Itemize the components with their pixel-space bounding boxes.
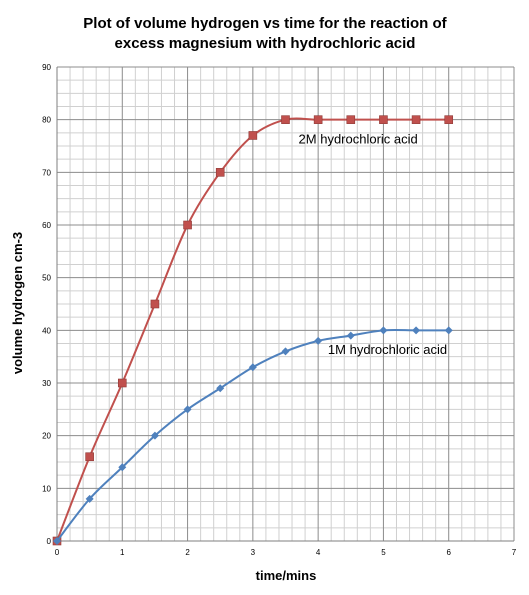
data-point-square [444,115,454,124]
data-point-diamond [379,326,388,335]
x-tick-labels: 0 1 2 3 4 5 6 7 [55,548,517,557]
chart-title: Plot of volume hydrogen vs time for the … [83,15,447,52]
data-point-square [117,378,127,388]
data-point-diamond [412,326,421,335]
x-tick-label: 6 [446,548,451,557]
data-point-diamond [314,336,323,345]
data-point-diamond [248,363,257,372]
x-tick-label: 1 [120,548,125,557]
y-tick-label: 20 [42,432,51,441]
data-point-diamond [346,331,355,340]
data-point-diamond [281,347,290,356]
series-layer [52,115,454,546]
x-tick-label: 4 [316,548,321,557]
annotation-layer: 2M hydrochloric acid 1M hydrochloric acid [299,131,448,357]
y-tick-label: 0 [47,537,52,546]
chart-title-line-2: excess magnesium with hydrochloric acid [115,35,416,52]
data-point-diamond [444,326,453,335]
x-tick-label: 3 [251,548,256,557]
x-tick-label: 0 [55,548,60,557]
data-point-diamond [53,537,61,545]
y-tick-label: 50 [42,274,51,283]
data-point-square [281,115,290,124]
y-tick-label: 70 [42,168,51,177]
data-point-square [411,115,421,124]
y-tick-label: 10 [42,484,51,493]
y-tick-label: 80 [42,116,51,125]
data-point-square [85,452,94,462]
axes [56,67,514,542]
y-tick-label: 40 [42,326,51,335]
data-point-square [215,168,225,177]
data-point-square [379,115,388,124]
x-tick-label: 2 [185,548,190,557]
data-point-square [346,115,356,124]
data-point-square [248,131,258,140]
y-tick-label: 30 [42,379,51,388]
data-point-square [150,299,160,309]
chart-title-line-1: Plot of volume hydrogen vs time for the … [83,15,447,32]
data-point-square [313,115,323,124]
y-axis-label: volume hydrogen cm-3 [10,232,25,374]
y-tick-label: 90 [42,63,51,72]
x-tick-label: 5 [381,548,386,557]
data-point-square [183,220,192,230]
x-axis-label: time/mins [256,568,317,583]
data-point-diamond [183,405,192,414]
minor-grid [57,67,514,541]
data-point-diamond [150,431,159,440]
series-annotation: 1M hydrochloric acid [328,342,447,357]
series-annotation: 2M hydrochloric acid [299,131,418,146]
data-point-diamond [118,463,127,472]
major-grid [57,66,515,541]
x-tick-label: 7 [512,548,517,557]
series-2 [53,326,453,545]
y-tick-labels: 0 10 20 30 40 50 60 70 80 90 [42,63,51,546]
data-point-diamond [85,494,94,503]
data-point-diamond [216,384,225,393]
y-tick-label: 60 [42,221,51,230]
